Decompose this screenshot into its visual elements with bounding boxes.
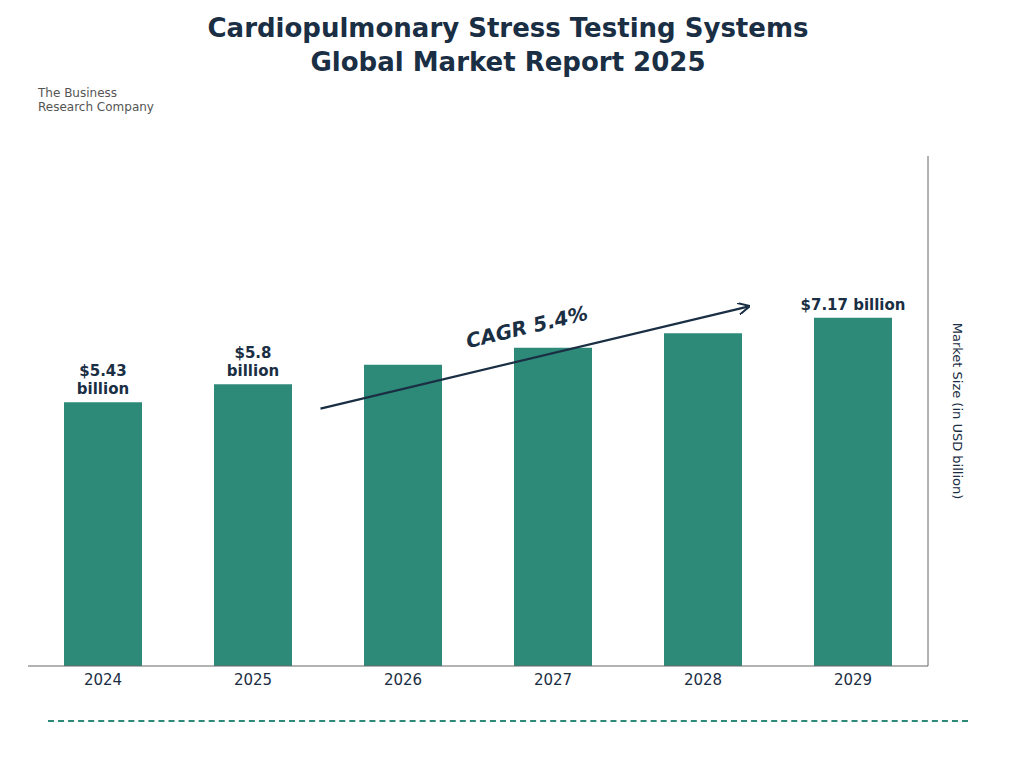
svg-text:Market Size (in USD billion): Market Size (in USD billion) (950, 322, 965, 499)
svg-text:$5.43billion: $5.43billion (77, 362, 129, 398)
svg-text:CAGR 5.4%: CAGR 5.4% (464, 300, 591, 352)
svg-text:2026: 2026 (384, 670, 422, 688)
svg-text:2028: 2028 (684, 670, 722, 688)
svg-text:2025: 2025 (234, 670, 272, 688)
svg-text:2027: 2027 (534, 670, 572, 688)
svg-text:$5.8billion: $5.8billion (227, 344, 279, 380)
html-text:Global Market Report 2025: Global Market Report 2025 (310, 46, 706, 77)
svg-text:2024: 2024 (84, 670, 122, 688)
svg-text:$7.17 billion: $7.17 billion (801, 295, 906, 313)
svg-text:2029: 2029 (834, 670, 872, 688)
html-text:The Business Research Company: The Business Research Company (38, 85, 154, 114)
html-text:Cardiopulmonary Stress Testing: Cardiopulmonary Stress Testing Systems (207, 13, 809, 43)
